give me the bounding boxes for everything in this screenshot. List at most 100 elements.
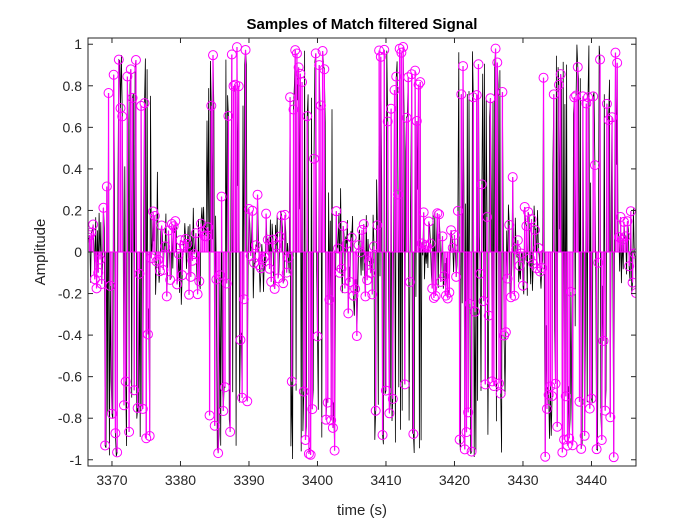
sample-marker [375,51,386,62]
sample-marker [531,263,542,274]
sample-marker [408,429,419,440]
sample-marker [529,225,540,236]
sample-marker [584,403,595,414]
sample-marker [422,241,433,252]
sample-marker [428,292,439,303]
sample-marker [458,61,469,72]
sample-marker [144,430,155,441]
x-tick-label: 3420 [439,472,470,488]
sample-marker [276,210,287,221]
sample-marker [209,420,220,431]
sample-marker [326,415,337,426]
sample-marker [372,220,383,231]
sample-marker [598,335,609,346]
sample-marker [415,77,426,88]
sample-marker [603,114,614,125]
sample-marker [358,219,369,230]
sample-marker [488,381,499,392]
sample-marker [379,44,390,55]
sample-marker [432,208,443,219]
sample-marker [291,48,302,59]
sample-marker [612,57,623,68]
sample-marker [168,221,179,232]
sample-marker [463,407,474,418]
sample-marker [610,47,621,58]
sample-marker [242,396,253,407]
sample-marker [519,201,530,212]
sample-marker [456,89,467,100]
sample-marker [346,232,357,243]
sample-marker [557,447,568,458]
sample-marker [303,448,314,459]
sample-marker [180,233,191,244]
sample-marker [624,261,635,272]
sample-marker [495,388,506,399]
sample-marker [307,404,318,415]
sample-marker [430,290,441,301]
sample-marker [254,260,265,271]
sample-marker [545,381,556,392]
sample-marker [192,289,203,300]
sample-marker [319,64,330,75]
sample-marker [206,100,217,111]
sample-marker [459,444,470,455]
sample-marker [509,290,520,301]
sample-marker [88,230,95,241]
sample-marker [327,422,338,433]
sample-marker [149,210,160,221]
sample-marker [166,219,177,230]
sample-marker [471,90,482,101]
sample-marker [410,65,421,76]
sample-marker [137,403,148,414]
sample-marker [437,231,448,242]
sample-marker [579,430,590,441]
sample-marker [165,274,176,285]
sample-marker [500,327,511,338]
x-tick-label: 3390 [233,472,264,488]
sample-marker [283,252,294,263]
x-tick-label: 3380 [165,472,196,488]
sample-marker [377,429,388,440]
sample-marker [240,44,251,55]
sample-marker [351,331,362,342]
sample-marker [343,308,354,319]
sample-marker [627,277,636,288]
y-tick-label: 0.8 [63,78,83,94]
x-tick-label: 3440 [576,472,607,488]
sample-marker [490,43,501,54]
sample-marker [305,449,316,460]
x-axis-label: time (s) [337,502,387,519]
sample-marker [565,286,576,297]
sample-marker [261,208,272,219]
sample-marker [357,224,367,235]
sample-marker [404,276,415,287]
sample-marker [228,80,239,91]
y-tick-label: -0.8 [58,410,82,426]
sample-marker [88,227,97,238]
sample-marker [384,408,395,419]
series-group [88,42,636,463]
sample-marker [411,116,422,127]
sample-marker [130,55,141,66]
sample-marker [406,69,417,80]
sample-marker [101,181,112,192]
sample-marker [502,273,513,284]
sample-marker [141,433,152,444]
sample-marker [360,291,371,302]
sample-marker [591,444,602,455]
sample-marker [564,433,575,444]
sample-marker [173,249,184,260]
sample-marker [605,412,616,423]
sample-marker [221,278,232,289]
sample-marker [156,220,167,231]
sample-marker [601,98,612,109]
sample-marker [476,179,487,190]
sample-marker [194,276,205,287]
sample-marker [269,283,280,294]
sample-marker [348,290,359,301]
sample-marker [161,291,172,302]
sample-marker [110,428,121,439]
y-tick-label: -0.4 [58,327,82,343]
y-tick-label: 1 [74,36,82,52]
